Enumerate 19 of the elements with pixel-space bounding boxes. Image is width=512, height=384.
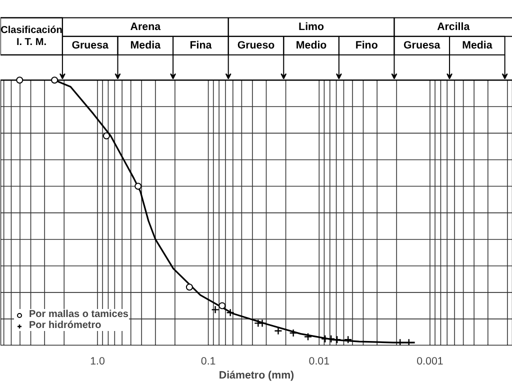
- text: Clasificación I. T. M.: [0, 24, 62, 48]
- text: Grueso: [237, 40, 276, 52]
- text: Arena: [130, 21, 161, 34]
- x-tick-label: 0.1: [200, 356, 216, 368]
- legend-label: Por hidrómetro: [29, 320, 102, 331]
- text: Limo: [298, 21, 324, 34]
- text: Gruesa: [72, 40, 109, 52]
- legend-label: Por mallas o tamices: [29, 309, 128, 320]
- x-tick-label: 1.0: [90, 356, 105, 368]
- x-axis-title: Diámetro (mm): [218, 370, 295, 382]
- text: Arcilla: [437, 21, 470, 34]
- text: Media: [130, 40, 161, 52]
- x-tick-label: 0.01: [308, 356, 330, 368]
- x-tick-label: 0.001: [416, 356, 444, 368]
- text: Medio: [296, 40, 328, 52]
- text: Gruesa: [404, 40, 440, 52]
- text: Media: [462, 40, 492, 52]
- text: Fina: [190, 40, 212, 52]
- text: Fino: [355, 40, 378, 52]
